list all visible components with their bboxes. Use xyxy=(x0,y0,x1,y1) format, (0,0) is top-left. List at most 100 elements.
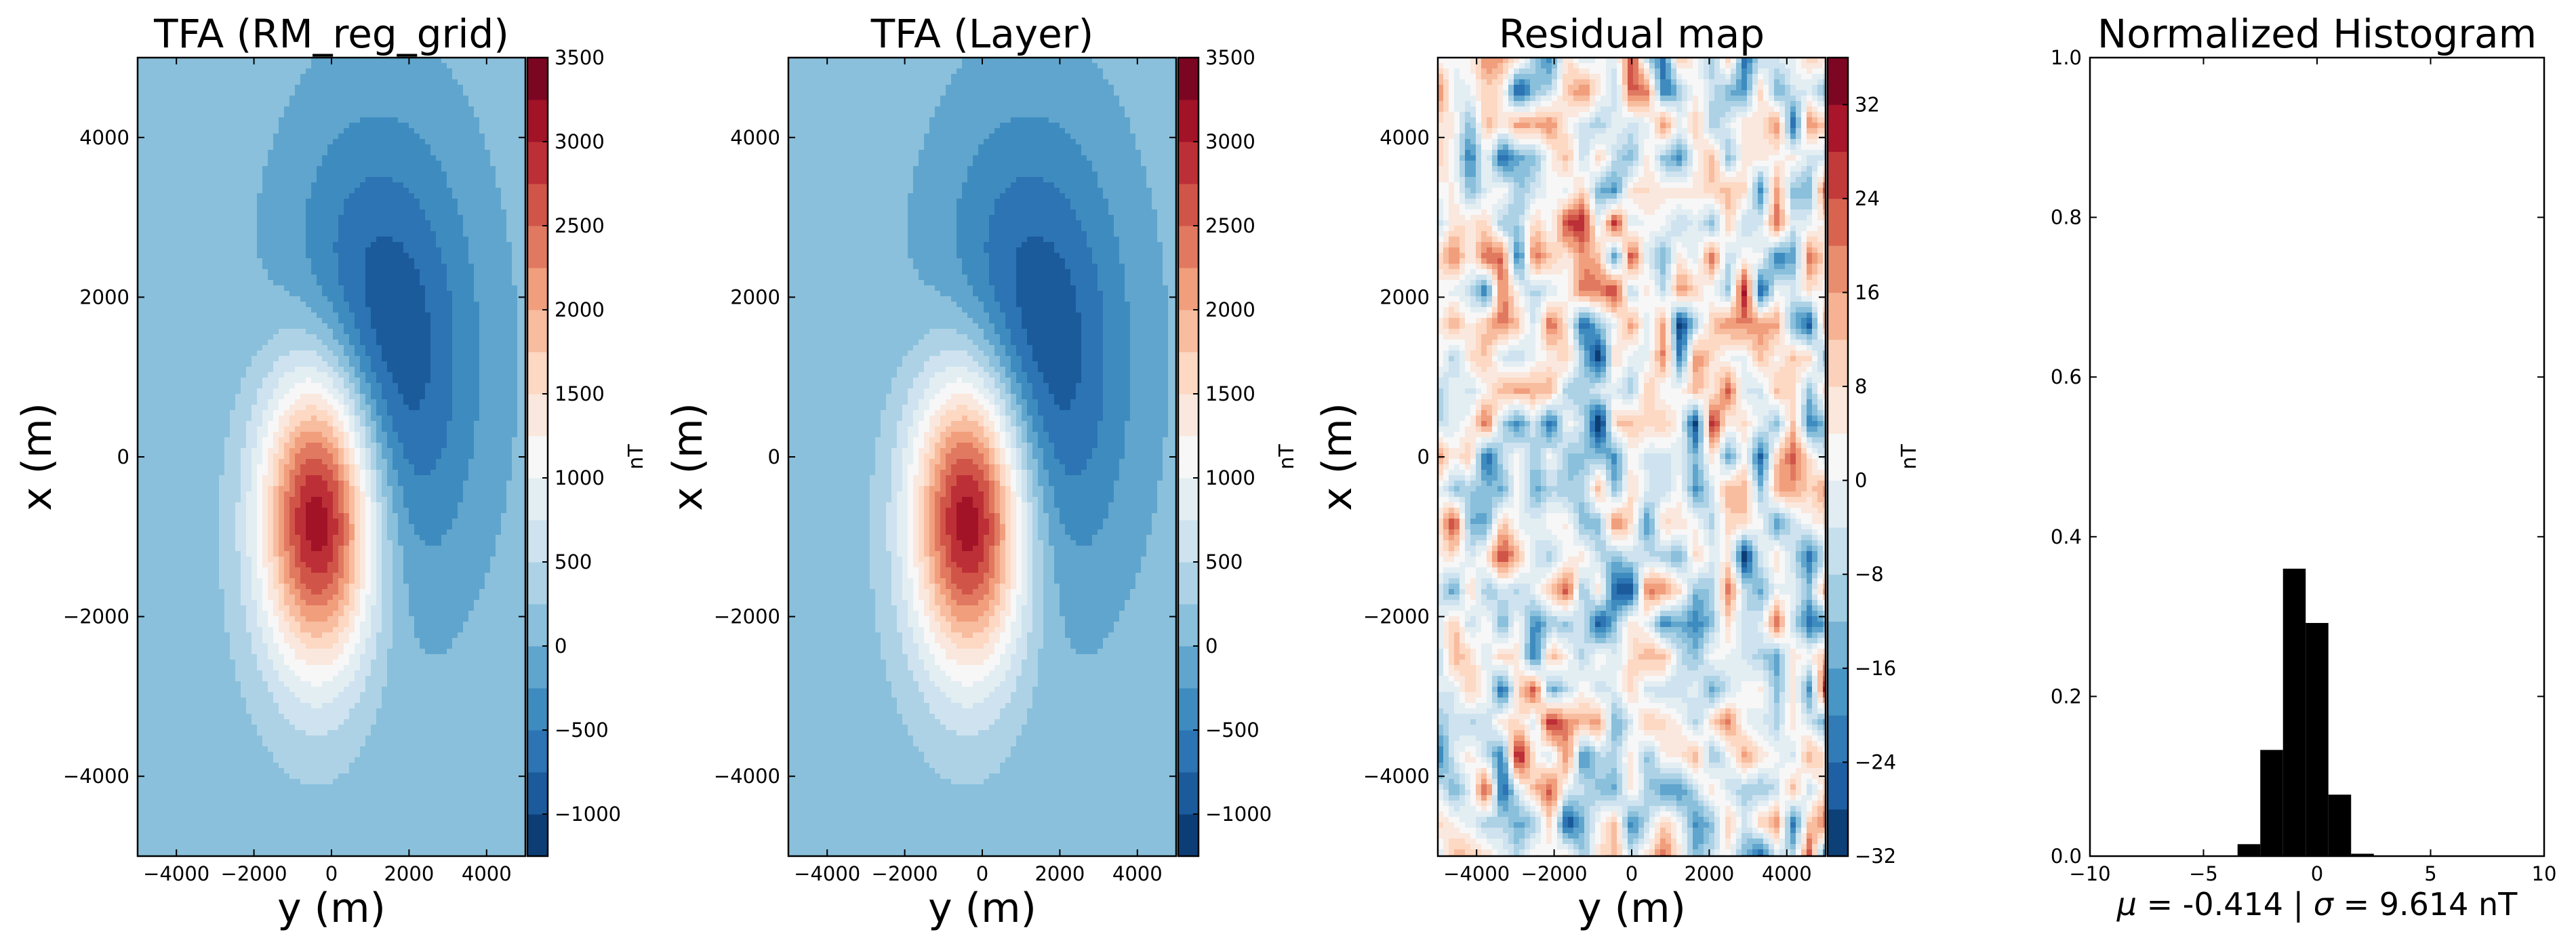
contour-cell xyxy=(403,302,409,308)
contour-cell xyxy=(479,378,485,384)
contour-cell xyxy=(463,96,469,102)
contour-cell xyxy=(496,291,502,297)
contour-cell xyxy=(447,177,453,183)
contour-cell xyxy=(398,117,404,123)
contour-cell xyxy=(257,280,263,286)
contour-cell xyxy=(360,410,366,416)
contour-cell xyxy=(235,269,241,275)
contour-cell xyxy=(517,334,523,340)
contour-cell xyxy=(344,139,350,145)
contour-cell xyxy=(148,166,155,172)
contour-cell xyxy=(181,58,187,64)
contour-cell xyxy=(241,361,247,367)
contour-cell xyxy=(458,296,464,302)
contour-cell xyxy=(376,128,382,134)
contour-cell xyxy=(268,150,274,156)
contour-cell xyxy=(485,350,491,357)
contour-cell xyxy=(138,296,144,302)
contour-cell xyxy=(393,383,399,389)
contour-cell xyxy=(387,112,393,118)
contour-cell xyxy=(246,188,252,194)
contour-cell xyxy=(306,209,312,216)
contour-cell xyxy=(197,171,203,178)
contour-cell xyxy=(463,307,469,313)
contour-cell xyxy=(273,350,279,357)
contour-cell xyxy=(186,334,193,340)
contour-cell xyxy=(148,101,155,107)
contour-cell xyxy=(306,345,312,351)
contour-cell xyxy=(414,264,420,270)
contour-cell xyxy=(463,161,469,167)
contour-cell xyxy=(235,188,241,194)
contour-cell xyxy=(517,242,523,248)
contour-cell xyxy=(176,285,182,291)
contour-cell xyxy=(485,96,491,102)
contour-cell xyxy=(430,318,437,324)
contour-cell xyxy=(360,285,366,291)
contour-cell xyxy=(138,350,144,357)
contour-cell xyxy=(463,112,469,118)
contour-cell xyxy=(148,405,155,411)
contour-cell xyxy=(517,68,523,75)
contour-cell xyxy=(203,258,209,264)
contour-cell xyxy=(447,150,453,156)
contour-cell xyxy=(430,340,437,346)
contour-cell xyxy=(284,405,290,411)
contour-cell xyxy=(441,388,447,395)
contour-cell xyxy=(219,63,225,69)
contour-cell xyxy=(241,372,247,378)
contour-cell xyxy=(474,193,480,199)
contour-cell xyxy=(246,291,252,297)
contour-cell xyxy=(479,85,485,91)
contour-cell xyxy=(284,378,290,384)
contour-cell xyxy=(176,106,182,113)
contour-cell xyxy=(463,166,469,172)
contour-cell xyxy=(289,96,296,102)
contour-cell xyxy=(458,74,464,80)
contour-cell xyxy=(208,128,214,134)
contour-cell xyxy=(327,426,334,432)
contour-cell xyxy=(273,231,279,237)
contour-cell xyxy=(284,285,290,291)
contour-cell xyxy=(523,123,525,129)
contour-cell xyxy=(517,421,523,427)
contour-cell xyxy=(257,188,263,194)
contour-cell xyxy=(393,275,399,281)
contour-cell xyxy=(268,231,274,237)
contour-cell xyxy=(468,161,475,167)
contour-cell xyxy=(490,285,496,291)
contour-cell xyxy=(409,378,415,384)
contour-cell xyxy=(300,410,306,416)
contour-cell xyxy=(176,209,182,216)
contour-cell xyxy=(458,90,464,96)
contour-cell xyxy=(241,394,247,400)
contour-cell xyxy=(208,220,214,226)
contour-cell xyxy=(251,161,258,167)
contour-cell xyxy=(479,101,485,107)
contour-cell xyxy=(517,253,523,259)
contour-cell xyxy=(425,96,431,102)
contour-cell xyxy=(458,112,464,118)
contour-cell xyxy=(490,96,496,102)
contour-cell xyxy=(203,318,209,324)
contour-cell xyxy=(192,215,198,221)
contour-cell xyxy=(317,275,323,281)
contour-cell xyxy=(501,193,507,199)
contour-cell xyxy=(441,101,447,107)
contour-cell xyxy=(398,204,404,210)
contour-cell xyxy=(170,68,176,75)
contour-cell xyxy=(420,112,426,118)
contour-cell xyxy=(468,242,475,248)
contour-cell xyxy=(241,79,247,85)
contour-cell xyxy=(463,340,469,346)
contour-cell xyxy=(317,237,323,243)
contour-cell xyxy=(251,155,258,161)
contour-cell xyxy=(496,193,502,199)
contour-cell xyxy=(403,264,409,270)
contour-cell xyxy=(344,405,350,411)
contour-cell xyxy=(409,285,415,291)
contour-cell xyxy=(219,188,225,194)
contour-cell xyxy=(376,264,382,270)
contour-cell xyxy=(192,123,198,129)
contour-cell xyxy=(452,416,458,422)
